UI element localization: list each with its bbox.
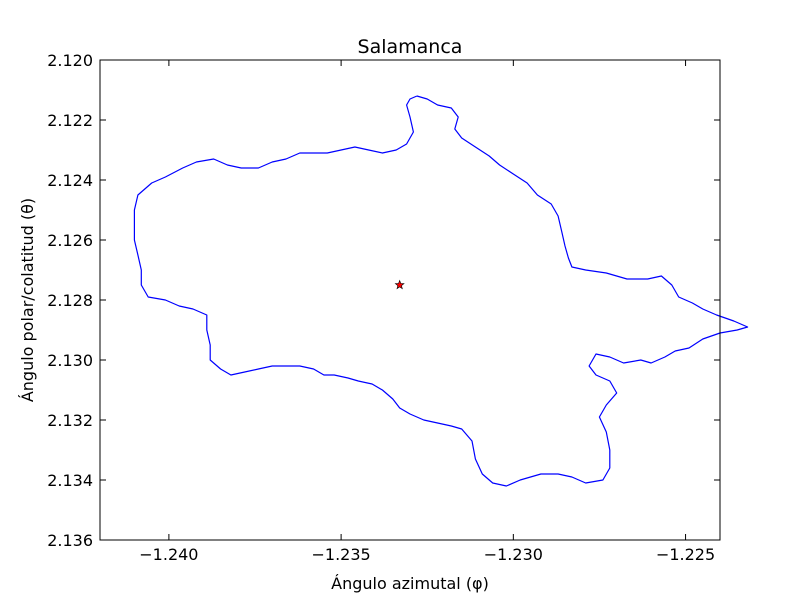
salamanca-boundary-line [133, 95, 749, 487]
y-tick-label: 2.136 [47, 531, 93, 550]
y-axis-ticks: 2.120 2.122 2.124 2.126 2.128 2.130 2.132 2.134… [47, 51, 720, 550]
y-tick-label: 2.120 [47, 51, 93, 70]
y-tick-label: 2.124 [47, 171, 93, 190]
y-tick-label: 2.130 [47, 351, 93, 370]
x-tick-label: −1.235 [312, 545, 371, 564]
y-tick-label: 2.128 [47, 291, 93, 310]
x-tick-label: −1.240 [139, 545, 198, 564]
y-tick-label: 2.134 [47, 471, 93, 490]
x-axis-label: Ángulo azimutal (φ) [331, 574, 489, 593]
y-tick-label: 2.122 [47, 111, 93, 130]
x-tick-label: −1.225 [656, 545, 715, 564]
y-tick-label: 2.126 [47, 231, 93, 250]
x-axis-ticks: −1.240 −1.235 −1.230 −1.225 [139, 60, 715, 564]
y-tick-label: 2.132 [47, 411, 93, 430]
plot-content [133, 95, 749, 487]
y-axis-label: Ángulo polar/colatitud (θ) [18, 198, 37, 402]
chart-title: Salamanca [358, 36, 463, 58]
centroid-star-marker [394, 279, 405, 290]
x-tick-label: −1.230 [484, 545, 543, 564]
